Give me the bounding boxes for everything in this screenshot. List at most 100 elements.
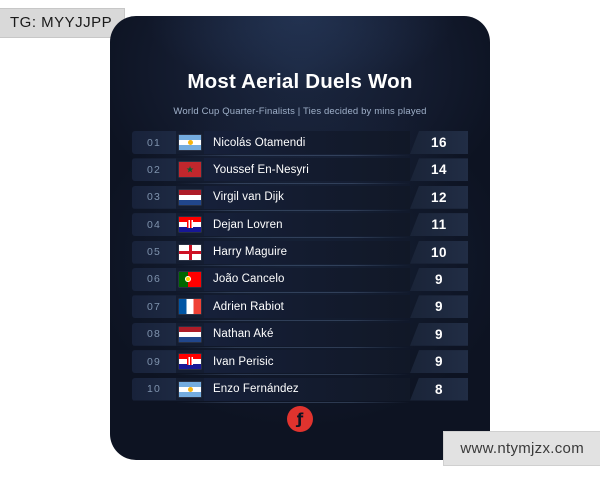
rank-label: 09: [146, 355, 162, 368]
row-separator: [176, 374, 410, 376]
logo-glyph: ƒ: [296, 409, 304, 428]
player-name: Nicolás Otamendi: [213, 136, 306, 149]
player-name: Enzo Fernández: [213, 383, 299, 396]
player-name: Nathan Aké: [213, 328, 274, 341]
rank-label: 01: [146, 136, 162, 149]
player-name: Ivan Perisic: [213, 355, 274, 368]
rank-plate: 01: [132, 131, 176, 154]
rank-label: 04: [146, 218, 162, 231]
value-label: 16: [430, 135, 448, 150]
player-name: Harry Maguire: [213, 246, 288, 259]
value-plate: 10: [410, 240, 468, 264]
flag-cell: [176, 295, 204, 319]
rank-label: 07: [146, 300, 162, 313]
rank-plate: 08: [132, 322, 176, 346]
rank-label: 03: [146, 191, 162, 204]
row-separator: [176, 182, 410, 184]
table-row: 01 Nicolás Otamendi 16: [132, 131, 468, 157]
value-label: 9: [434, 271, 443, 287]
value-plate: 9: [410, 295, 468, 319]
value-label: 9: [434, 326, 443, 342]
flag-france-icon: [179, 299, 201, 315]
value-plate: 11: [410, 213, 468, 237]
flag-croatia-icon: [179, 354, 201, 370]
table-row: 07 Adrien Rabiot 9: [132, 295, 468, 321]
table-row: 04 Dejan Lovren 11: [132, 213, 468, 239]
player-name: João Cancelo: [213, 273, 285, 286]
player-name-bar: João Cancelo: [204, 267, 410, 291]
value-label: 11: [431, 217, 447, 233]
flag-croatia-icon: [179, 217, 201, 233]
flag-cell: [176, 267, 204, 291]
flag-cell: [176, 158, 204, 182]
flag-cell: [176, 322, 204, 346]
player-name: Dejan Lovren: [213, 218, 283, 231]
player-name-bar: Enzo Fernández: [204, 377, 410, 401]
value-plate: 16: [410, 131, 468, 154]
table-row: 10 Enzo Fernández 8: [132, 377, 468, 403]
value-label: 9: [434, 354, 443, 370]
value-plate: 8: [410, 377, 468, 401]
table-row: 06 João Cancelo 9: [132, 267, 468, 294]
player-name-bar: Nicolás Otamendi: [204, 131, 410, 154]
value-label: 12: [430, 189, 448, 205]
rank-plate: 07: [132, 295, 176, 319]
row-separator: [176, 155, 410, 157]
rank-plate: 03: [132, 185, 176, 209]
rank-plate: 04: [132, 213, 176, 237]
flag-cell: [176, 377, 204, 401]
row-separator: [176, 319, 410, 321]
rank-label: 05: [146, 246, 162, 259]
rank-label: 10: [146, 383, 162, 396]
player-name-bar: Virgil van Dijk: [204, 185, 410, 209]
player-name: Virgil van Dijk: [213, 191, 284, 204]
table-row: 03 Virgil van Dijk 12: [132, 185, 468, 211]
row-separator: [176, 237, 410, 239]
flag-cell: [176, 131, 204, 154]
flag-cell: [176, 240, 204, 264]
value-plate: 14: [410, 158, 468, 182]
rank-label: 06: [146, 273, 162, 286]
row-separator: [176, 346, 410, 348]
table-row: 09 Ivan Perisic 9: [132, 350, 468, 376]
value-label: 10: [430, 244, 448, 260]
player-name-bar: Dejan Lovren: [204, 213, 410, 237]
value-label: 14: [430, 162, 448, 178]
flag-netherlands-icon: [179, 189, 201, 205]
player-name-bar: Youssef En-Nesyri: [204, 158, 410, 182]
site-watermark: www.ntymjzx.com: [443, 431, 600, 466]
flag-netherlands-icon: [179, 326, 201, 342]
value-plate: 12: [410, 185, 468, 209]
ranking-list: 01 Nicolás Otamendi 16 02 Youssef En-Nes…: [132, 131, 468, 405]
flag-portugal-icon: [179, 271, 201, 287]
flag-cell: [176, 185, 204, 209]
player-name: Adrien Rabiot: [213, 300, 284, 313]
infographic-card: Most Aerial Duels Won World Cup Quarter-…: [110, 16, 490, 460]
player-name-bar: Nathan Aké: [204, 322, 410, 346]
rank-label: 02: [146, 163, 162, 176]
value-plate: 9: [410, 267, 468, 291]
flag-argentina-icon: [179, 381, 201, 397]
flag-argentina-icon: [179, 135, 201, 150]
table-row: 08 Nathan Aké 9: [132, 322, 468, 348]
value-label: 9: [434, 299, 443, 315]
player-name-bar: Harry Maguire: [204, 240, 410, 264]
value-plate: 9: [410, 322, 468, 346]
player-name-bar: Adrien Rabiot: [204, 295, 410, 319]
row-separator: [176, 292, 410, 294]
flag-morocco-icon: [179, 162, 201, 178]
rank-plate: 10: [132, 377, 176, 401]
rank-plate: 06: [132, 267, 176, 291]
row-separator: [176, 264, 410, 266]
row-separator: [176, 209, 410, 211]
value-plate: 9: [410, 350, 468, 374]
telegram-tag-badge: TG: MYYJJPP: [0, 8, 126, 38]
table-row: 02 Youssef En-Nesyri 14: [132, 158, 468, 184]
rank-plate: 09: [132, 350, 176, 374]
value-label: 8: [434, 381, 443, 397]
rank-plate: 02: [132, 158, 176, 182]
flag-cell: [176, 213, 204, 237]
flag-england-icon: [179, 244, 201, 260]
chart-subtitle: World Cup Quarter-Finalists | Ties decid…: [173, 106, 427, 117]
rank-label: 08: [146, 328, 162, 341]
